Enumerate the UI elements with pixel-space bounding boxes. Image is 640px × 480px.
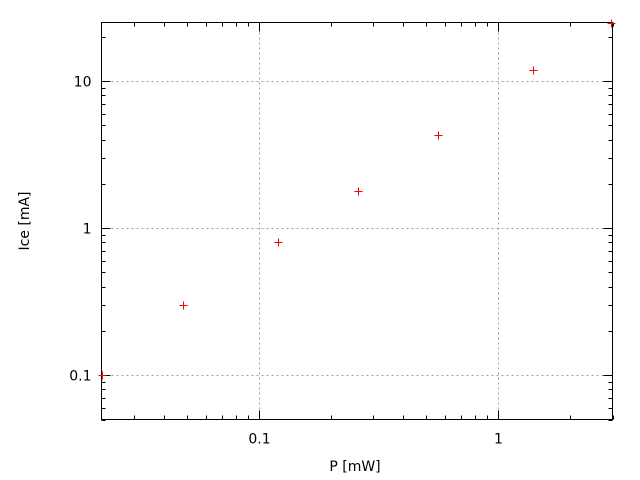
- x-tick-label: 0.1: [248, 432, 270, 448]
- data-point: [274, 238, 283, 247]
- y-tick-label: 0.1: [69, 369, 91, 385]
- data-point: [529, 66, 538, 75]
- data-points: [98, 19, 616, 380]
- plot-border: [101, 22, 613, 420]
- y-axis-label: Ice [mA]: [17, 191, 33, 250]
- data-point: [607, 19, 616, 28]
- ticks: [101, 22, 614, 421]
- grid: [101, 22, 613, 420]
- tick-labels: 0.1 1 0.1 1 10: [69, 75, 503, 448]
- y-tick-label: 10: [74, 75, 92, 91]
- data-point: [179, 301, 188, 310]
- data-point: [354, 187, 363, 196]
- data-point: [434, 131, 443, 140]
- data-point: [98, 371, 107, 380]
- x-tick-label: 1: [494, 432, 503, 448]
- y-tick-label: 1: [83, 222, 92, 238]
- x-axis-label: P [mW]: [329, 459, 380, 475]
